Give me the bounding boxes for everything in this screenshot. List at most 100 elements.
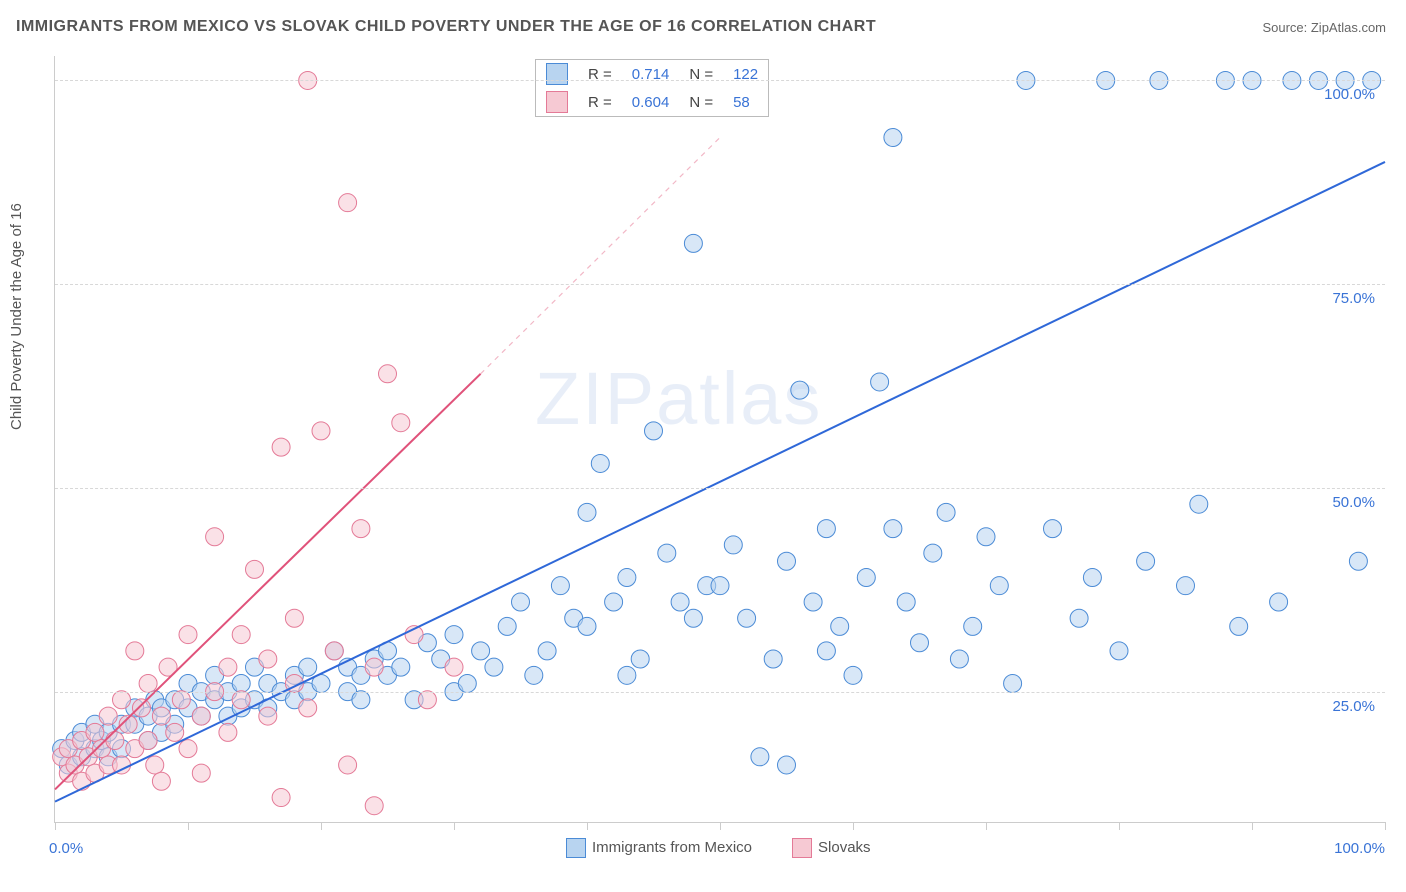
- data-point: [259, 707, 277, 725]
- data-point: [219, 658, 237, 676]
- trend-line: [55, 374, 481, 790]
- y-tick-label: 100.0%: [1324, 86, 1375, 103]
- data-point: [379, 365, 397, 383]
- data-point: [618, 666, 636, 684]
- data-point: [844, 666, 862, 684]
- data-point: [206, 528, 224, 546]
- data-point: [285, 609, 303, 627]
- data-point: [631, 650, 649, 668]
- x-tick: [1119, 822, 1120, 830]
- data-point: [884, 520, 902, 538]
- correlation-legend: R =0.714N =122R =0.604N =58: [535, 59, 769, 117]
- data-point: [352, 691, 370, 709]
- trend-line: [55, 162, 1385, 802]
- data-point: [964, 617, 982, 635]
- data-point: [618, 569, 636, 587]
- data-point: [272, 789, 290, 807]
- x-tick: [1385, 822, 1386, 830]
- data-point: [113, 756, 131, 774]
- data-point: [232, 691, 250, 709]
- legend-swatch: [546, 63, 568, 85]
- data-point: [684, 609, 702, 627]
- data-point: [472, 642, 490, 660]
- data-point: [232, 626, 250, 644]
- data-point: [831, 617, 849, 635]
- y-tick-label: 50.0%: [1332, 494, 1375, 511]
- legend-r-label: R =: [578, 88, 622, 116]
- data-point: [551, 577, 569, 595]
- data-point: [1190, 495, 1208, 513]
- data-point: [299, 699, 317, 717]
- data-point: [445, 658, 463, 676]
- data-point: [1270, 593, 1288, 611]
- data-point: [99, 707, 117, 725]
- data-point: [126, 642, 144, 660]
- legend-swatch: [546, 91, 568, 113]
- data-point: [339, 194, 357, 212]
- data-point: [339, 756, 357, 774]
- data-point: [485, 658, 503, 676]
- data-point: [166, 723, 184, 741]
- data-point: [458, 674, 476, 692]
- source-label: Source: ZipAtlas.com: [1262, 20, 1386, 35]
- x-tick: [986, 822, 987, 830]
- legend-series-label: Slovaks: [818, 839, 871, 856]
- data-point: [605, 593, 623, 611]
- data-point: [764, 650, 782, 668]
- y-tick-label: 75.0%: [1332, 290, 1375, 307]
- data-point: [977, 528, 995, 546]
- gridline: [55, 284, 1385, 285]
- data-point: [591, 454, 609, 472]
- data-point: [817, 520, 835, 538]
- data-point: [950, 650, 968, 668]
- y-axis-label: Child Poverty Under the Age of 16: [8, 203, 25, 430]
- data-point: [232, 674, 250, 692]
- legend-r-label: R =: [578, 60, 622, 88]
- data-point: [738, 609, 756, 627]
- data-point: [352, 520, 370, 538]
- data-point: [658, 544, 676, 562]
- data-point: [219, 723, 237, 741]
- x-tick: [853, 822, 854, 830]
- data-point: [1110, 642, 1128, 660]
- data-point: [192, 764, 210, 782]
- data-point: [365, 658, 383, 676]
- legend-n-value: 122: [723, 60, 768, 88]
- plot-area: ZIPatlas R =0.714N =122R =0.604N =58 25.…: [54, 56, 1385, 823]
- gridline: [55, 80, 1385, 81]
- data-point: [1230, 617, 1248, 635]
- data-point: [911, 634, 929, 652]
- data-point: [179, 626, 197, 644]
- data-point: [778, 756, 796, 774]
- data-point: [445, 626, 463, 644]
- data-point: [1349, 552, 1367, 570]
- data-point: [146, 756, 164, 774]
- x-tick: [55, 822, 56, 830]
- data-point: [1137, 552, 1155, 570]
- legend-swatch: [566, 838, 586, 858]
- y-tick-label: 25.0%: [1332, 698, 1375, 715]
- data-point: [711, 577, 729, 595]
- data-point: [924, 544, 942, 562]
- data-point: [192, 707, 210, 725]
- data-point: [871, 373, 889, 391]
- data-point: [325, 642, 343, 660]
- data-point: [538, 642, 556, 660]
- data-point: [152, 707, 170, 725]
- data-point: [671, 593, 689, 611]
- legend-n-label: N =: [679, 60, 723, 88]
- data-point: [106, 732, 124, 750]
- data-point: [132, 699, 150, 717]
- data-point: [1083, 569, 1101, 587]
- data-point: [259, 650, 277, 668]
- data-point: [857, 569, 875, 587]
- data-point: [884, 128, 902, 146]
- x-tick: [720, 822, 721, 830]
- data-point: [778, 552, 796, 570]
- data-point: [512, 593, 530, 611]
- data-point: [990, 577, 1008, 595]
- data-point: [113, 691, 131, 709]
- data-point: [1177, 577, 1195, 595]
- x-max-label: 100.0%: [1334, 840, 1385, 857]
- data-point: [299, 658, 317, 676]
